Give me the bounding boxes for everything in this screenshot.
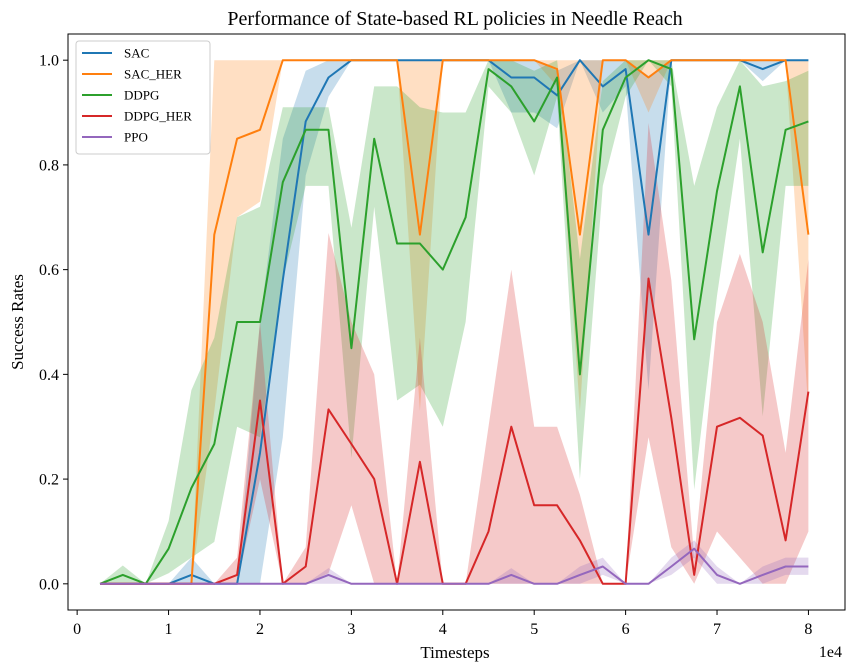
x-tick-label: 3 — [347, 621, 355, 638]
x-tick-label: 6 — [622, 621, 630, 638]
legend-label-ddpg-her: DDPG_HER — [124, 109, 192, 124]
chart-title: Performance of State-based RL policies i… — [227, 8, 682, 30]
y-tick-label: 0.8 — [39, 157, 59, 174]
x-tick-label: 0 — [73, 621, 81, 638]
x-tick-label: 5 — [530, 621, 538, 638]
series-line-ppo — [100, 547, 809, 585]
confidence-bands — [100, 60, 809, 584]
y-tick-label: 0.4 — [39, 367, 59, 384]
legend-label-ddpg: DDPG — [124, 88, 159, 103]
y-axis-label: Success Rates — [8, 274, 27, 370]
band-sac — [100, 60, 809, 584]
legend: SAC SAC_HER DDPG DDPG_HER PPO — [75, 40, 211, 155]
legend-label-sac: SAC — [124, 46, 149, 61]
band-ddpg-her — [100, 123, 809, 584]
x-tick-label: 8 — [804, 621, 812, 638]
legend-label-sac-her: SAC_HER — [124, 67, 182, 82]
series-line-ddpg — [99, 59, 809, 585]
x-axis-label: Timesteps — [420, 643, 489, 662]
y-tick-label: 1.0 — [39, 53, 59, 70]
x-tick-label: 2 — [256, 621, 264, 638]
y-axis-ticks: 0.0 0.2 0.4 0.6 0.8 1.0 — [39, 53, 68, 593]
y-tick-label: 0.0 — [39, 576, 59, 593]
legend-box — [75, 40, 211, 155]
y-tick-label: 0.6 — [39, 262, 59, 279]
x-tick-label: 7 — [713, 621, 721, 638]
x-tick-label: 4 — [439, 621, 447, 638]
y-tick-label: 0.2 — [39, 472, 59, 489]
legend-label-ppo: PPO — [124, 130, 148, 145]
plot-frame — [67, 33, 846, 611]
series-line-sac-her — [100, 59, 810, 585]
band-ddpg — [100, 60, 809, 584]
x-axis-ticks: 0 1 2 3 4 5 6 7 8 — [73, 610, 812, 638]
series-lines — [99, 59, 810, 585]
x-axis-multiplier: 1e4 — [819, 644, 842, 661]
x-tick-label: 1 — [165, 621, 173, 638]
